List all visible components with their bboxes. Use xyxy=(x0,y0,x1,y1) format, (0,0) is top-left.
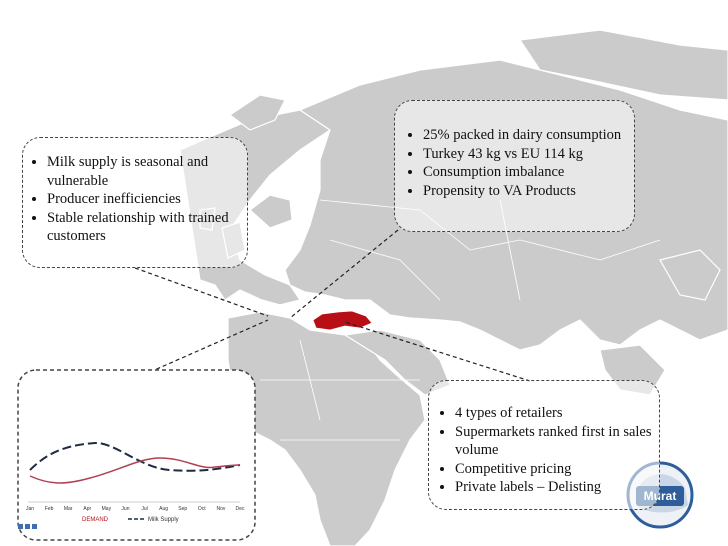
month-label: Apr xyxy=(83,506,91,512)
info-box: Milk supply is seasonal and vulnerablePr… xyxy=(22,137,248,268)
info-box: 4 types of retailersSupermarkets ranked … xyxy=(428,380,660,510)
bullet: Propensity to VA Products xyxy=(423,182,628,201)
legend-label: Milk Supply xyxy=(148,517,179,523)
bullet: Consumption imbalance xyxy=(423,163,628,182)
bullet: Producer inefficiencies xyxy=(47,190,239,209)
bullet: 4 types of retailers xyxy=(455,404,655,423)
bullet: 25% packed in dairy consumption xyxy=(423,126,628,145)
turkey xyxy=(312,310,373,331)
month-label: Jul xyxy=(141,506,147,512)
chart-box xyxy=(17,369,256,541)
month-label: Jun xyxy=(121,506,129,512)
info-box: 25% packed in dairy consumptionTurkey 43… xyxy=(394,100,635,232)
legend-label: DEMAND xyxy=(82,517,109,523)
month-label: Dec xyxy=(236,506,245,512)
month-label: Feb xyxy=(45,506,54,512)
month-label: Sep xyxy=(178,506,187,512)
month-label: May xyxy=(102,506,112,512)
bullet: Stable relationship with trained custome… xyxy=(47,209,239,246)
month-label: Oct xyxy=(198,506,206,512)
month-label: Jan xyxy=(26,506,34,512)
bullet: Turkey 43 kg vs EU 114 kg xyxy=(423,145,628,164)
bullet: Private labels – Delisting xyxy=(455,478,655,497)
bullet: Milk supply is seasonal and vulnerable xyxy=(47,153,239,190)
bullet: Supermarkets ranked first in sales volum… xyxy=(455,423,655,460)
month-label: Mar xyxy=(64,506,73,512)
month-label: Aug xyxy=(159,506,168,512)
bullet: Competitive pricing xyxy=(455,460,655,479)
month-label: Nov xyxy=(216,506,225,512)
